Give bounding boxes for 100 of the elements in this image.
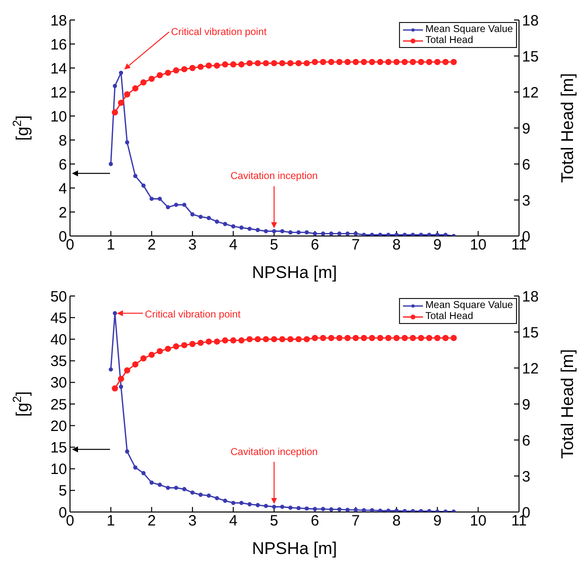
y2-tick-label: 3 (522, 192, 530, 210)
point (206, 216, 211, 220)
point (442, 58, 449, 66)
point (280, 504, 284, 509)
point (238, 61, 245, 68)
x-axis-title: NPSHa [m] (252, 263, 338, 282)
point (248, 502, 252, 506)
x-tick-label: 6 (310, 512, 320, 530)
point (166, 486, 170, 490)
x-tick-label: 5 (270, 236, 278, 254)
annotation: Critical vibration point (144, 309, 241, 320)
x-axis-title: NPSHa [m] (252, 539, 338, 558)
point (246, 60, 253, 66)
point (173, 343, 180, 350)
point (288, 230, 293, 234)
legend-label: Mean Square Value (425, 300, 513, 311)
point (118, 376, 124, 382)
x-tick-label: 5 (270, 512, 278, 530)
point (329, 232, 334, 236)
y-tick-label: 10 (50, 461, 67, 478)
point (270, 336, 278, 342)
point (385, 334, 392, 342)
point (368, 58, 376, 66)
point (156, 72, 163, 78)
y-tick-label: 35 (50, 353, 67, 370)
point (410, 58, 416, 66)
x-tick-label: 3 (188, 512, 197, 530)
y-tick-label: 30 (50, 374, 67, 392)
y2-axis-title: Total Head [m] (558, 349, 577, 459)
y2-axis-title: Total Head [m] (558, 73, 577, 183)
point (182, 202, 186, 207)
point (189, 340, 196, 348)
point (270, 60, 278, 66)
x-tick-label: 4 (229, 512, 238, 530)
point (418, 334, 424, 342)
point (279, 336, 286, 342)
y2-tick-label: 6 (522, 432, 530, 450)
point (296, 506, 301, 510)
point (112, 109, 118, 116)
point (118, 100, 124, 106)
point (279, 60, 286, 66)
point (304, 506, 309, 511)
point (352, 334, 359, 342)
legend-label: Total Head (425, 311, 474, 322)
point (287, 60, 294, 66)
point (125, 140, 130, 144)
point (223, 498, 228, 503)
point (295, 336, 302, 342)
point (132, 361, 138, 368)
point (198, 340, 204, 346)
point (133, 174, 138, 178)
point (206, 493, 211, 498)
point (337, 232, 342, 236)
point (362, 232, 366, 236)
x-tick-label: 1 (106, 236, 115, 254)
x-tick-label: 9 (433, 236, 442, 254)
annotation: Cavitation inception (230, 171, 318, 182)
point (427, 232, 432, 236)
point (190, 212, 195, 216)
x-tick-label: 4 (229, 236, 238, 254)
point (150, 196, 154, 201)
point (239, 226, 244, 230)
y2-tick-label: 12 (522, 360, 539, 378)
point (386, 508, 390, 512)
point (198, 64, 204, 70)
point (254, 336, 261, 342)
point (164, 70, 172, 76)
point (156, 348, 163, 354)
point (378, 508, 382, 512)
y2-tick-label: 18 (522, 12, 539, 30)
point (312, 58, 318, 66)
point (426, 334, 432, 342)
y2-tick-label: 6 (522, 156, 530, 174)
y2-tick-label: 15 (522, 324, 539, 342)
point (206, 62, 212, 69)
y2-tick-label: 12 (522, 84, 539, 102)
point (328, 58, 334, 66)
point (370, 232, 374, 236)
point (360, 58, 367, 66)
point (222, 61, 228, 68)
point (181, 342, 188, 348)
point (190, 490, 195, 495)
point (402, 232, 407, 236)
y-tick-label: 20 (50, 418, 67, 435)
y2-tick-label: 3 (522, 468, 530, 486)
x-tick-label: 6 (310, 236, 320, 254)
y-tick-label: 12 (50, 84, 67, 102)
point (141, 471, 146, 476)
point (254, 60, 261, 66)
point (238, 337, 245, 344)
point (352, 58, 359, 66)
x-tick-label: 8 (392, 236, 401, 254)
point (112, 311, 117, 316)
point (132, 85, 138, 92)
y2-tick-label: 15 (522, 48, 539, 66)
point (288, 506, 293, 510)
point (246, 336, 253, 342)
y-tick-label: 50 (50, 288, 67, 306)
x-tick-label: 7 (352, 236, 360, 254)
y2-tick-label: 9 (522, 120, 530, 138)
